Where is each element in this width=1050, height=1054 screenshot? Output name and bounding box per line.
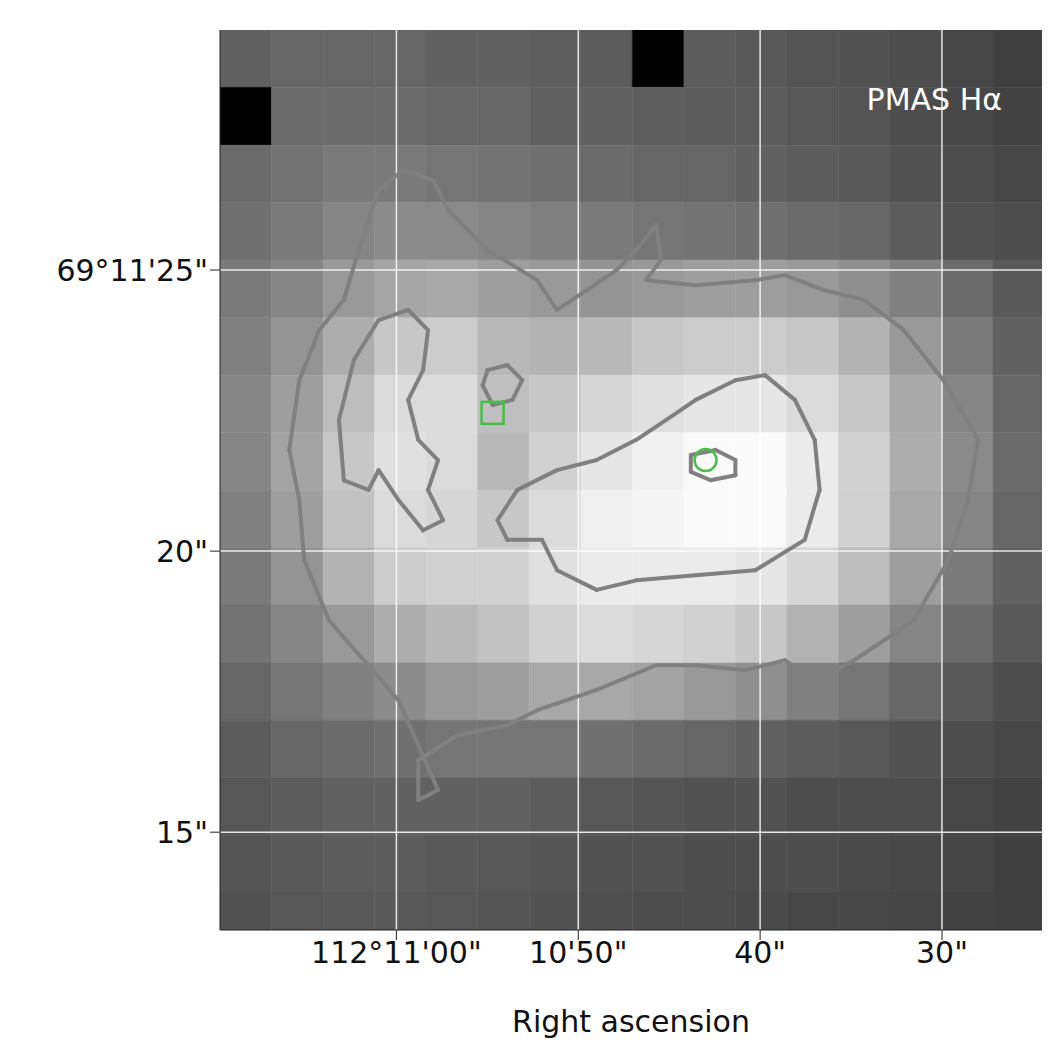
svg-text:15": 15" (156, 815, 208, 850)
svg-text:112°11'00": 112°11'00" (311, 935, 482, 970)
svg-text:10'50": 10'50" (529, 935, 627, 970)
svg-text:69°11'25": 69°11'25" (56, 253, 208, 288)
svg-text:Right ascension: Right ascension (512, 1004, 750, 1039)
svg-text:40": 40" (734, 935, 786, 970)
svg-text:30": 30" (916, 935, 968, 970)
html-text:PMAS Hα: PMAS Hα (866, 82, 1002, 117)
svg-text:20": 20" (156, 534, 208, 569)
